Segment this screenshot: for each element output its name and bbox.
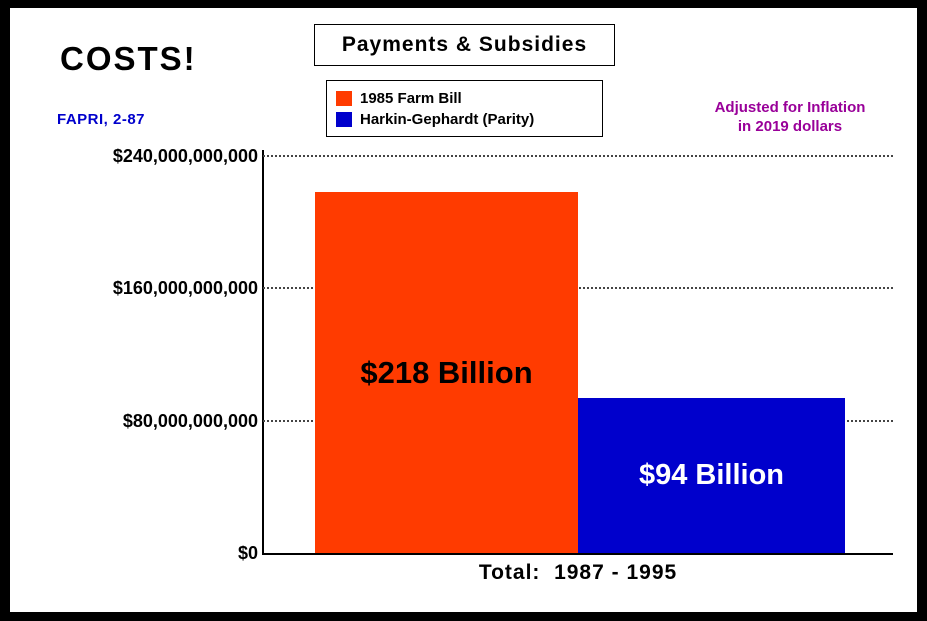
legend-label: 1985 Farm Bill xyxy=(360,89,462,107)
inflation-annotation-line1: Adjusted for Inflation xyxy=(714,99,866,116)
legend-label: Harkin-Gephardt (Parity) xyxy=(360,110,535,128)
legend-item-farm-bill: 1985 Farm Bill xyxy=(336,90,602,107)
chart-title-box: Payments & Subsidies xyxy=(314,24,615,66)
x-axis-title: Total: 1987 - 1995 xyxy=(478,561,678,584)
source-citation: FAPRI, 2-87 xyxy=(57,111,146,128)
bar-value-label: $218 Billion xyxy=(360,354,533,390)
inflation-annotation-line2: in 2019 dollars xyxy=(737,118,843,135)
y-axis-tick-label: $240,000,000,000 xyxy=(112,146,258,166)
chart-legend: 1985 Farm Bill Harkin-Gephardt (Parity) xyxy=(326,80,603,137)
y-axis-tick-label: $160,000,000,000 xyxy=(112,278,258,299)
gridline xyxy=(263,155,893,157)
bar-1985-farm-bill: $218 Billion xyxy=(315,192,578,553)
legend-swatch-red xyxy=(336,90,352,106)
costs-heading: COSTS! xyxy=(60,40,197,77)
gridline xyxy=(263,287,893,290)
legend-swatch-blue xyxy=(336,111,352,127)
inflation-annotation: Adjusted for Inflation in 2019 dollars xyxy=(680,98,900,136)
x-axis-line xyxy=(262,553,893,555)
chart-title: Payments & Subsidies xyxy=(341,33,588,56)
bar-harkin-gephardt: $94 Billion xyxy=(578,397,845,553)
legend-item-harkin-gephardt: Harkin-Gephardt (Parity) xyxy=(336,111,602,128)
y-axis-tick-label: $80,000,000,000 xyxy=(122,410,258,431)
bar-value-label: $94 Billion xyxy=(638,458,785,491)
y-axis-line xyxy=(262,150,264,555)
y-axis-tick-label: $0 xyxy=(237,543,258,563)
